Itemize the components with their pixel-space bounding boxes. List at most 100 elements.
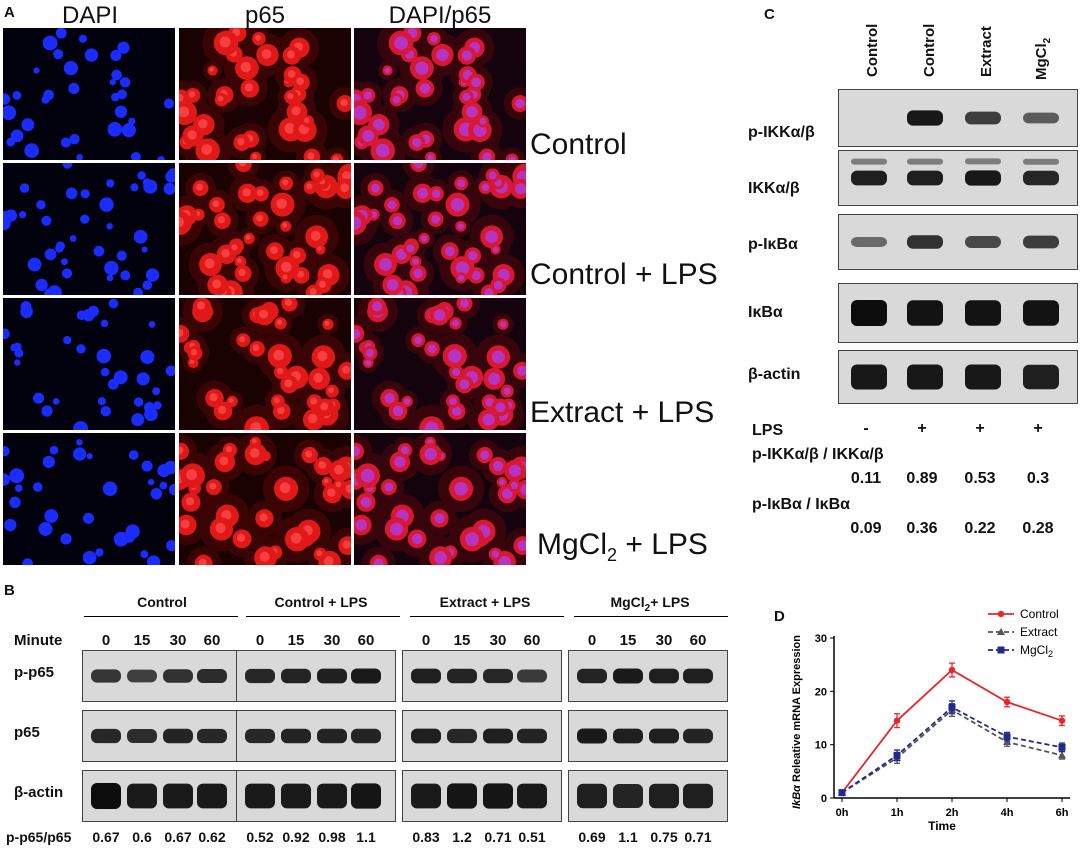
row-label-ikba: IκBα [748,304,783,321]
band [483,728,513,744]
band [851,158,887,165]
row-label-ikk: IKKα/β [748,180,800,197]
micrograph-dapi [3,298,175,430]
data-point [838,789,846,797]
ratio-value: 0.98 [318,829,346,845]
timepoint-label: 30 [489,632,507,649]
ratio-value: 0.71 [484,829,512,845]
band [517,728,547,744]
ratio1-value: 0.89 [906,470,938,487]
band [649,668,679,684]
micrograph-p65 [179,163,351,295]
timepoint-label: 30 [169,632,187,649]
blot-strip [402,650,562,702]
x-tick-label: 2h [946,807,959,819]
timepoint-label: 15 [453,632,471,649]
band [281,728,311,744]
timepoint-label: 30 [655,632,673,649]
band [1023,300,1059,326]
ratio2-label: p-IκBα / IκBα [752,496,850,513]
group-rule [574,616,728,617]
ratio1-value: 0.53 [964,470,996,487]
ratio2-value: 0.36 [906,520,938,537]
row-label-control-lps: Control + LPS [530,258,718,291]
lps-label: LPS [752,422,784,439]
band [447,668,477,684]
blot-strip [838,283,1078,343]
micrograph-dapi [3,433,175,565]
timepoint-label: 0 [421,632,431,649]
blot-strip [568,650,728,702]
legend-label: MgCl2 [1020,643,1053,659]
axes: 0 10 20 30 0h 1h 2h 4h 6h Time IkBα Releative mRNA… [791,633,1070,833]
ratio-value: 1.2 [452,829,472,845]
group-rule [84,616,238,617]
band [1023,364,1059,390]
micrograph-dapi [3,163,175,295]
band [517,783,547,809]
group-label-control: Control [137,594,187,610]
panel-c-letter: C [764,6,775,23]
row-label-p-ikk: p-IKKα/β [748,124,815,141]
series-line [841,708,1063,794]
y-axis-label: IkBα Releative mRNA Expression [791,635,803,809]
timepoint-label: 60 [523,632,541,649]
row-label-extract-lps: Extract + LPS [530,396,715,429]
ratio-value: 0.75 [650,829,678,845]
column-header-p65: p65 [244,2,286,29]
ratio-value: 0.52 [246,829,274,845]
data-point [893,717,901,724]
ratio-value: 0.51 [518,829,546,845]
band [483,668,513,684]
blot-strip [236,650,396,702]
timepoint-label: 30 [323,632,341,649]
band [907,364,943,390]
timepoint-label: 0 [587,632,597,649]
ratio-value: 0.92 [282,829,310,845]
ratio-value: 0.62 [198,829,226,845]
series-control [838,662,1066,796]
ratio-value: 1.1 [356,829,376,845]
minute-label: Minute [14,632,63,649]
band [1023,158,1059,165]
ratio-value: 0.71 [684,829,712,845]
timepoint-label: 60 [689,632,707,649]
y-tick-label: 30 [815,633,827,645]
group-rule [246,616,400,617]
group-rule [410,616,564,617]
row-label-p-p65: p-p65 [14,664,55,681]
ratio-value: 0.69 [578,829,606,845]
band [1023,112,1059,124]
band [317,668,347,684]
band [965,170,1001,186]
band [447,783,477,809]
band [127,729,157,743]
band [577,783,607,809]
band [965,111,1001,125]
band [245,728,275,744]
lane-label-control-2: Control [921,23,938,77]
blot-strip [568,770,728,822]
band [965,158,1001,165]
panel-b-letter: B [4,582,15,599]
band [351,783,381,809]
data-point [1058,743,1066,751]
micrograph-merge [354,298,526,430]
band [851,364,887,390]
ratio1-value: 0.11 [850,470,882,487]
band [91,669,121,683]
data-point [948,666,956,674]
band [907,158,943,165]
ratio-label: p-p65/p65 [6,829,72,845]
blot-strip [838,350,1078,404]
row-label-control: Control [530,128,627,161]
legend-item: Extract [988,625,1058,639]
group-label-extract-lps: Extract + LPS [439,594,531,610]
timepoint-label: 15 [133,632,151,649]
data-point [997,646,1005,654]
chart-d: 0 10 20 30 0h 1h 2h 4h 6h Time IkBα Releative mRNA… [791,607,1070,833]
band [683,783,713,809]
row-label-p-ikba: p-IκBα [748,236,798,253]
legend-label: Control [1020,607,1059,621]
band [683,728,713,744]
